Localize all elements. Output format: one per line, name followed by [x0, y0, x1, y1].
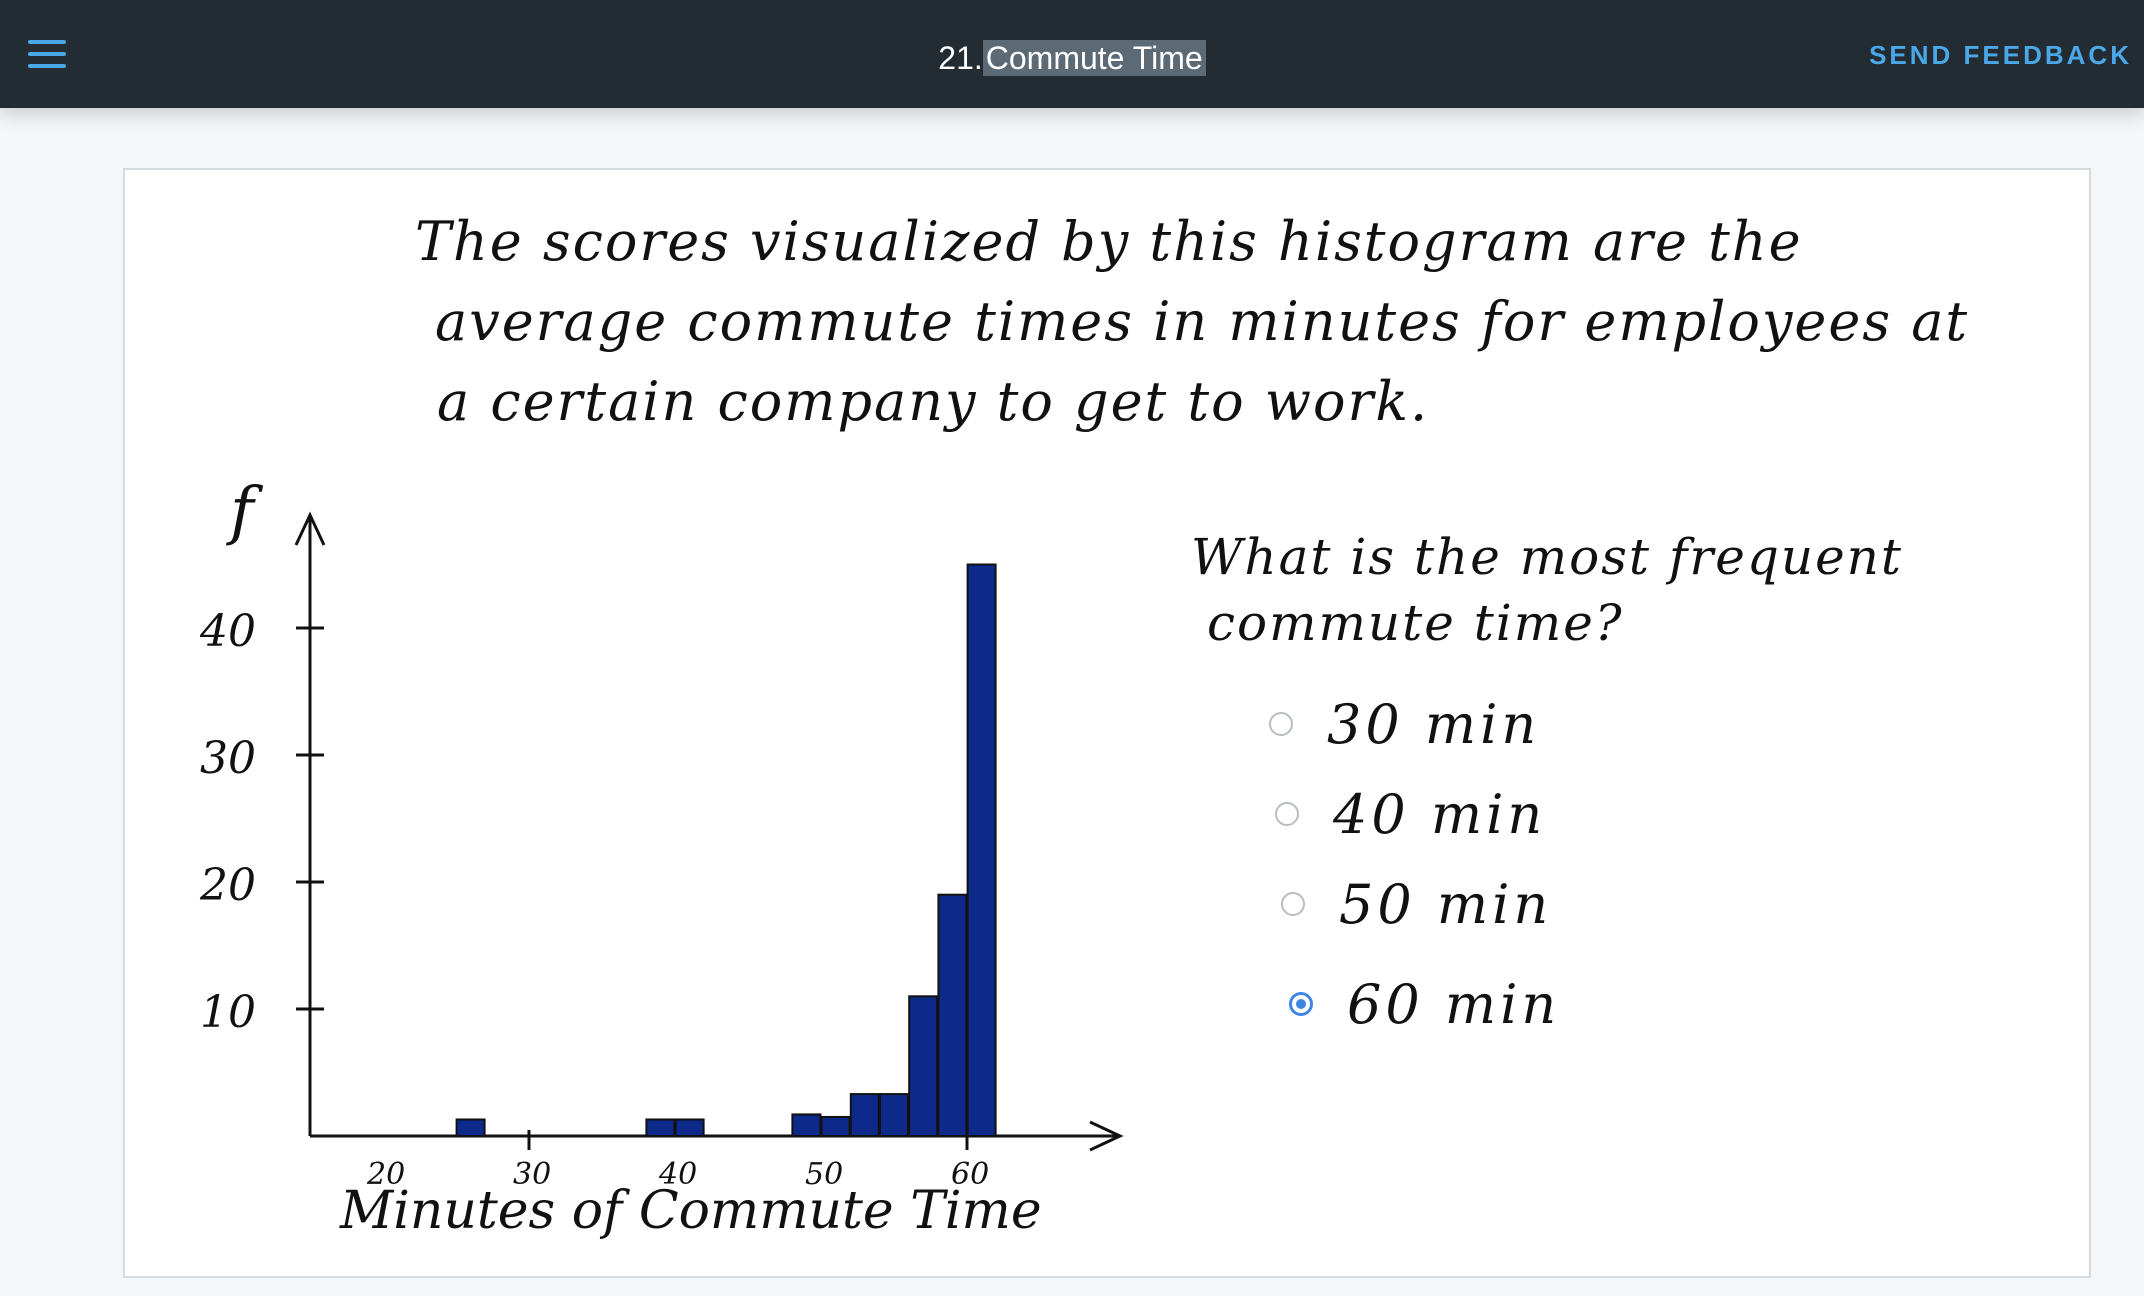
y-tick-label: 30 — [200, 733, 256, 784]
prompt-line-1: The scores visualized by this histogram … — [415, 210, 1803, 273]
answer-option-3[interactable]: 50 min — [1281, 872, 1553, 936]
x-tick-label: 40 — [658, 1157, 697, 1192]
top-bar: 21.Commute Time SEND FEEDBACK — [0, 0, 2144, 108]
x-tick-label: 60 — [951, 1157, 989, 1192]
y-axis-label: f — [226, 474, 264, 548]
x-tick-label: 30 — [513, 1157, 551, 1192]
answer-option-label: 50 min — [1339, 872, 1553, 936]
histogram-bar — [455, 1118, 486, 1137]
answer-option-1[interactable]: 30 min — [1269, 692, 1541, 756]
x-tick-label: 20 — [366, 1157, 405, 1192]
question-line-1: What is the most frequent — [1191, 528, 1903, 586]
answer-option-2[interactable]: 40 min — [1275, 782, 1547, 846]
y-tick-label: 20 — [199, 860, 256, 911]
histogram-bar — [645, 1118, 676, 1137]
send-feedback-button[interactable]: SEND FEEDBACK — [1869, 40, 2132, 70]
radio-button[interactable] — [1269, 712, 1293, 736]
radio-button[interactable] — [1289, 992, 1313, 1016]
histogram-bar — [908, 995, 939, 1137]
question-line-2: commute time? — [1207, 594, 1624, 652]
radio-button[interactable] — [1281, 892, 1305, 916]
histogram-bar — [879, 1093, 909, 1138]
answer-option-label: 40 min — [1333, 782, 1547, 846]
y-tick-label: 40 — [199, 606, 256, 657]
x-axis-label: Minutes of Commute Time — [339, 1181, 1042, 1241]
answer-option-label: 30 min — [1327, 692, 1541, 756]
prompt-line-2: average commute times in minutes for emp… — [435, 290, 1970, 353]
radio-button[interactable] — [1275, 802, 1299, 826]
x-tick-label: 50 — [805, 1157, 843, 1192]
hamburger-menu-icon[interactable] — [28, 38, 68, 72]
prompt-line-3: a certain company to get to work. — [437, 370, 1430, 433]
x-axis-arrow — [1089, 1120, 1124, 1152]
histogram-bar — [674, 1118, 705, 1137]
answer-option-label: 60 min — [1347, 972, 1561, 1036]
histogram-bar — [966, 563, 997, 1137]
y-tick-label: 10 — [200, 987, 256, 1038]
title-text: Commute Time — [982, 40, 1206, 76]
histogram-bar — [791, 1113, 822, 1137]
page-title: 21.Commute Time — [0, 36, 2144, 80]
histogram-bar — [849, 1093, 880, 1138]
y-axis-arrow — [294, 511, 326, 546]
title-number: 21. — [938, 40, 983, 76]
histogram-bar — [937, 893, 968, 1138]
answer-option-4[interactable]: 60 min — [1289, 972, 1561, 1036]
question-card: The scores visualized by this histogram … — [123, 168, 2091, 1278]
histogram-bar — [820, 1115, 851, 1138]
